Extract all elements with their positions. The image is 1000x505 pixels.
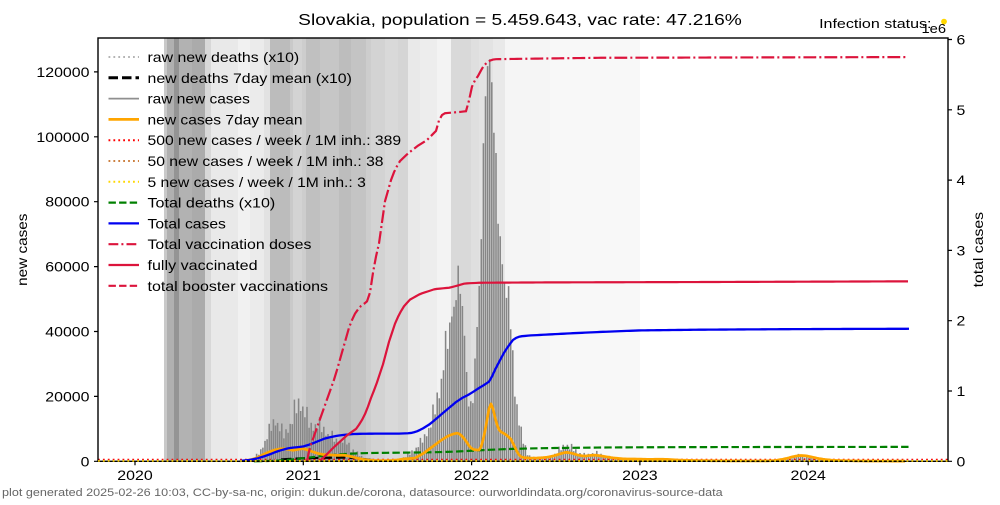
svg-text:total booster vaccinations: total booster vaccinations bbox=[148, 278, 329, 294]
svg-text:6: 6 bbox=[957, 32, 966, 48]
svg-text:4: 4 bbox=[957, 172, 966, 188]
svg-text:80000: 80000 bbox=[45, 194, 89, 210]
svg-text:2024: 2024 bbox=[791, 467, 827, 483]
svg-text:new cases 7day mean: new cases 7day mean bbox=[148, 111, 303, 127]
svg-text:100000: 100000 bbox=[36, 129, 89, 145]
svg-text:2023: 2023 bbox=[622, 467, 658, 483]
svg-text:2020: 2020 bbox=[117, 467, 153, 483]
svg-text:Infection status:: Infection status: bbox=[819, 16, 931, 31]
svg-text:Total deaths (x10): Total deaths (x10) bbox=[148, 195, 276, 211]
svg-text:50 new cases / week / 1M inh.:: 50 new cases / week / 1M inh.: 38 bbox=[148, 153, 384, 169]
svg-text:new cases: new cases bbox=[14, 214, 30, 286]
svg-text:40000: 40000 bbox=[45, 324, 89, 340]
svg-text:total cases: total cases bbox=[970, 212, 986, 287]
svg-text:2022: 2022 bbox=[454, 467, 490, 483]
svg-text:plot generated 2025-02-26 10:0: plot generated 2025-02-26 10:03, CC-by-s… bbox=[2, 487, 724, 499]
svg-text:500 new cases / week / 1M inh.: 500 new cases / week / 1M inh.: 389 bbox=[148, 132, 402, 148]
svg-text:3: 3 bbox=[957, 242, 966, 258]
svg-text:0: 0 bbox=[81, 453, 90, 469]
svg-text:5: 5 bbox=[957, 102, 966, 118]
svg-text:Total cases: Total cases bbox=[148, 215, 226, 231]
svg-text:1: 1 bbox=[957, 383, 966, 399]
svg-text:fully vaccinated: fully vaccinated bbox=[148, 257, 258, 273]
svg-text:60000: 60000 bbox=[45, 259, 89, 275]
svg-text:120000: 120000 bbox=[36, 64, 89, 80]
svg-text:raw new cases: raw new cases bbox=[148, 91, 250, 107]
svg-text:2021: 2021 bbox=[286, 467, 322, 483]
svg-text:5 new cases / week / 1M inh.:: 5 new cases / week / 1M inh.: 3 bbox=[148, 174, 367, 190]
svg-text:new deaths 7day mean (x10): new deaths 7day mean (x10) bbox=[148, 70, 352, 86]
svg-text:raw new deaths (x10): raw new deaths (x10) bbox=[148, 49, 300, 65]
svg-text:20000: 20000 bbox=[45, 388, 89, 404]
svg-text:Slovakia, population = 5.459.6: Slovakia, population = 5.459.643, vac ra… bbox=[298, 12, 742, 29]
svg-text:Total vaccination doses: Total vaccination doses bbox=[148, 236, 312, 252]
svg-text:2: 2 bbox=[957, 313, 966, 329]
svg-text:1e6: 1e6 bbox=[922, 21, 947, 36]
svg-text:0: 0 bbox=[957, 453, 966, 469]
